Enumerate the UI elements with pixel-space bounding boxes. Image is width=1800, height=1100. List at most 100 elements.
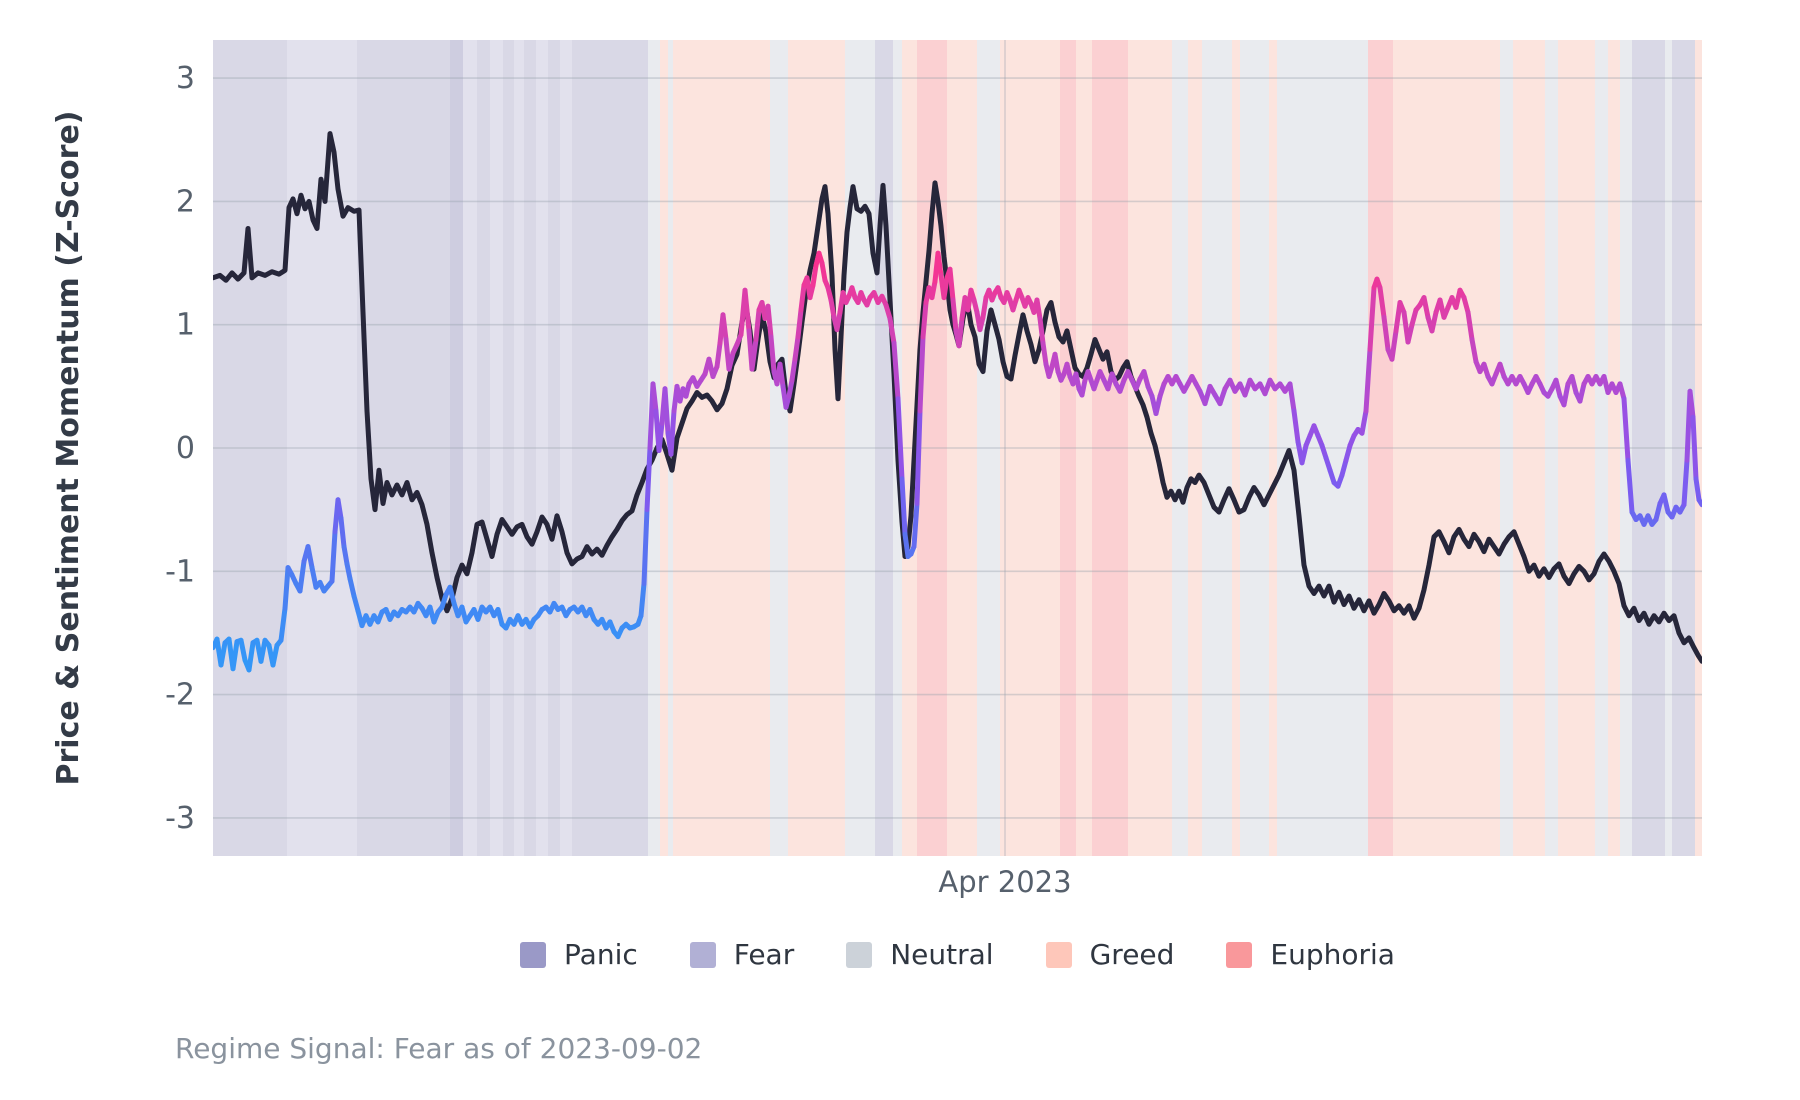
regime-band-neutral — [648, 40, 660, 856]
sentiment-segment — [1377, 285, 1387, 320]
sentiment-segment — [650, 381, 659, 414]
sentiment-segment — [742, 287, 752, 334]
euphoria-swatch-icon — [1226, 941, 1253, 968]
regime-band-euphoria — [1060, 40, 1076, 856]
series-layer — [213, 131, 1702, 673]
regime-band-neutral — [1202, 40, 1232, 856]
sentiment-segment — [305, 544, 315, 571]
sentiment-segment — [1287, 381, 1297, 414]
sentiment-segment — [351, 593, 361, 614]
sentiment-segment — [338, 515, 347, 550]
sentiment-momentum-line — [213, 250, 1702, 673]
sentiment-segment — [819, 260, 828, 283]
sentiment-segment — [1363, 346, 1373, 414]
regime-band-fear_light — [490, 40, 503, 856]
sentiment-segment — [777, 361, 786, 389]
sentiment-segment — [1421, 295, 1431, 320]
sentiment-segment — [1381, 314, 1391, 352]
regime-band-fear_light — [560, 40, 572, 856]
legend-item-fear[interactable]: Fear — [689, 938, 795, 971]
sentiment-segment — [1037, 316, 1046, 346]
y-tick-label: 2 — [176, 184, 195, 219]
y-tick-label: -3 — [165, 801, 195, 836]
regime-band-fear_light — [463, 40, 477, 856]
sentiment-segment — [792, 334, 801, 362]
sentiment-segment — [753, 307, 762, 342]
regime-band-euphoria — [1368, 40, 1393, 856]
sentiment-segment — [1661, 492, 1671, 515]
sentiment-segment — [1073, 371, 1082, 392]
regime-band-fear — [524, 40, 536, 856]
legend-item-panic[interactable]: Panic — [520, 938, 638, 971]
sentiment-segment — [238, 637, 248, 663]
sentiment-segment — [656, 420, 665, 453]
regime-band-greed — [1393, 40, 1500, 856]
y-tick-labels: 3 2 1 0 -1 -2 -3 — [165, 61, 195, 836]
sentiment-segment — [956, 316, 965, 349]
sentiment-segment — [935, 250, 944, 278]
legend-item-neutral[interactable]: Neutral — [846, 938, 994, 971]
sentiment-segment — [950, 297, 959, 334]
legend-label: Greed — [1089, 938, 1175, 971]
sentiment-segment — [810, 263, 819, 288]
sentiment-segment — [1690, 414, 1699, 482]
sentiment-segment — [1617, 381, 1627, 402]
sentiment-segment — [230, 639, 240, 672]
y-tick-label: 1 — [176, 308, 195, 343]
sentiment-segment — [278, 605, 288, 643]
sentiment-segment — [335, 497, 344, 521]
sentiment-segment — [941, 275, 950, 301]
sentiment-segment — [668, 408, 677, 457]
regime-band-greed — [1558, 40, 1595, 856]
sentiment-segment — [720, 312, 729, 342]
regime-band-fear — [1672, 40, 1695, 856]
regime-band-greed — [673, 40, 770, 856]
legend-label: Euphoria — [1270, 938, 1395, 971]
sentiment-segment — [1409, 307, 1419, 328]
regime-band-neutral — [977, 40, 1000, 856]
sentiment-segment — [1339, 457, 1349, 478]
regime-band-greed — [1232, 40, 1240, 856]
sentiment-segment — [344, 561, 353, 582]
legend-label: Panic — [564, 938, 638, 971]
sentiment-segment — [1034, 297, 1043, 321]
regime-band-neutral — [770, 40, 788, 856]
sentiment-segment — [1621, 396, 1631, 463]
sentiment-segment — [297, 558, 307, 594]
regime-band-fear — [477, 40, 490, 856]
legend-label: Fear — [733, 938, 795, 971]
regime-band-euphoria — [917, 40, 947, 856]
sentiment-segment — [1469, 337, 1479, 365]
sentiment-segment — [1569, 374, 1579, 395]
legend-item-greed[interactable]: Greed — [1045, 938, 1175, 971]
sentiment-segment — [1141, 369, 1151, 389]
sentiment-segment — [920, 300, 929, 340]
regime-bands-layer — [213, 40, 1702, 856]
regime-band-fear — [357, 40, 450, 856]
regime-band-neutral — [1500, 40, 1513, 856]
sentiment-segment — [1389, 328, 1399, 362]
panic-swatch-icon — [520, 941, 547, 968]
sentiment-segment — [1553, 377, 1563, 399]
sentiment-segment — [1653, 501, 1663, 522]
sentiment-segment — [911, 501, 920, 550]
plot-area[interactable] — [213, 40, 1702, 856]
sentiment-segment — [891, 340, 901, 402]
regime-band-fear — [503, 40, 514, 856]
sentiment-segment — [786, 377, 795, 399]
regime-band-greed — [1188, 40, 1202, 856]
y-axis-title: Price & Sentiment Momentum (Z-Score) — [51, 111, 86, 786]
sentiment-segment — [798, 282, 807, 313]
sentiment-segment — [638, 581, 647, 619]
sentiment-segment — [902, 531, 911, 559]
regime-band-greed — [1269, 40, 1277, 856]
sentiment-segment — [947, 266, 956, 303]
y-tick-label: -1 — [165, 554, 195, 589]
sentiment-segment — [341, 544, 350, 567]
sentiment-segment — [1577, 381, 1587, 404]
legend-item-euphoria[interactable]: Euphoria — [1226, 938, 1395, 971]
regime-band-neutral — [845, 40, 875, 856]
regime-band-greed — [1608, 40, 1620, 856]
regime-band-greed — [1513, 40, 1545, 856]
